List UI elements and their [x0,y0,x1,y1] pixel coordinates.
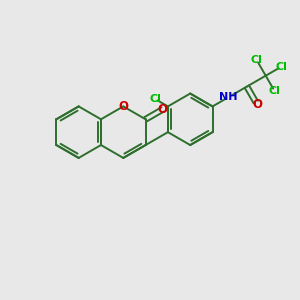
Text: NH: NH [219,92,237,103]
Text: Cl: Cl [275,62,287,72]
Text: O: O [118,100,128,113]
Text: Cl: Cl [251,55,263,65]
Text: Cl: Cl [149,94,161,104]
Text: O: O [158,103,168,116]
Text: Cl: Cl [269,86,280,96]
Text: O: O [252,98,262,111]
